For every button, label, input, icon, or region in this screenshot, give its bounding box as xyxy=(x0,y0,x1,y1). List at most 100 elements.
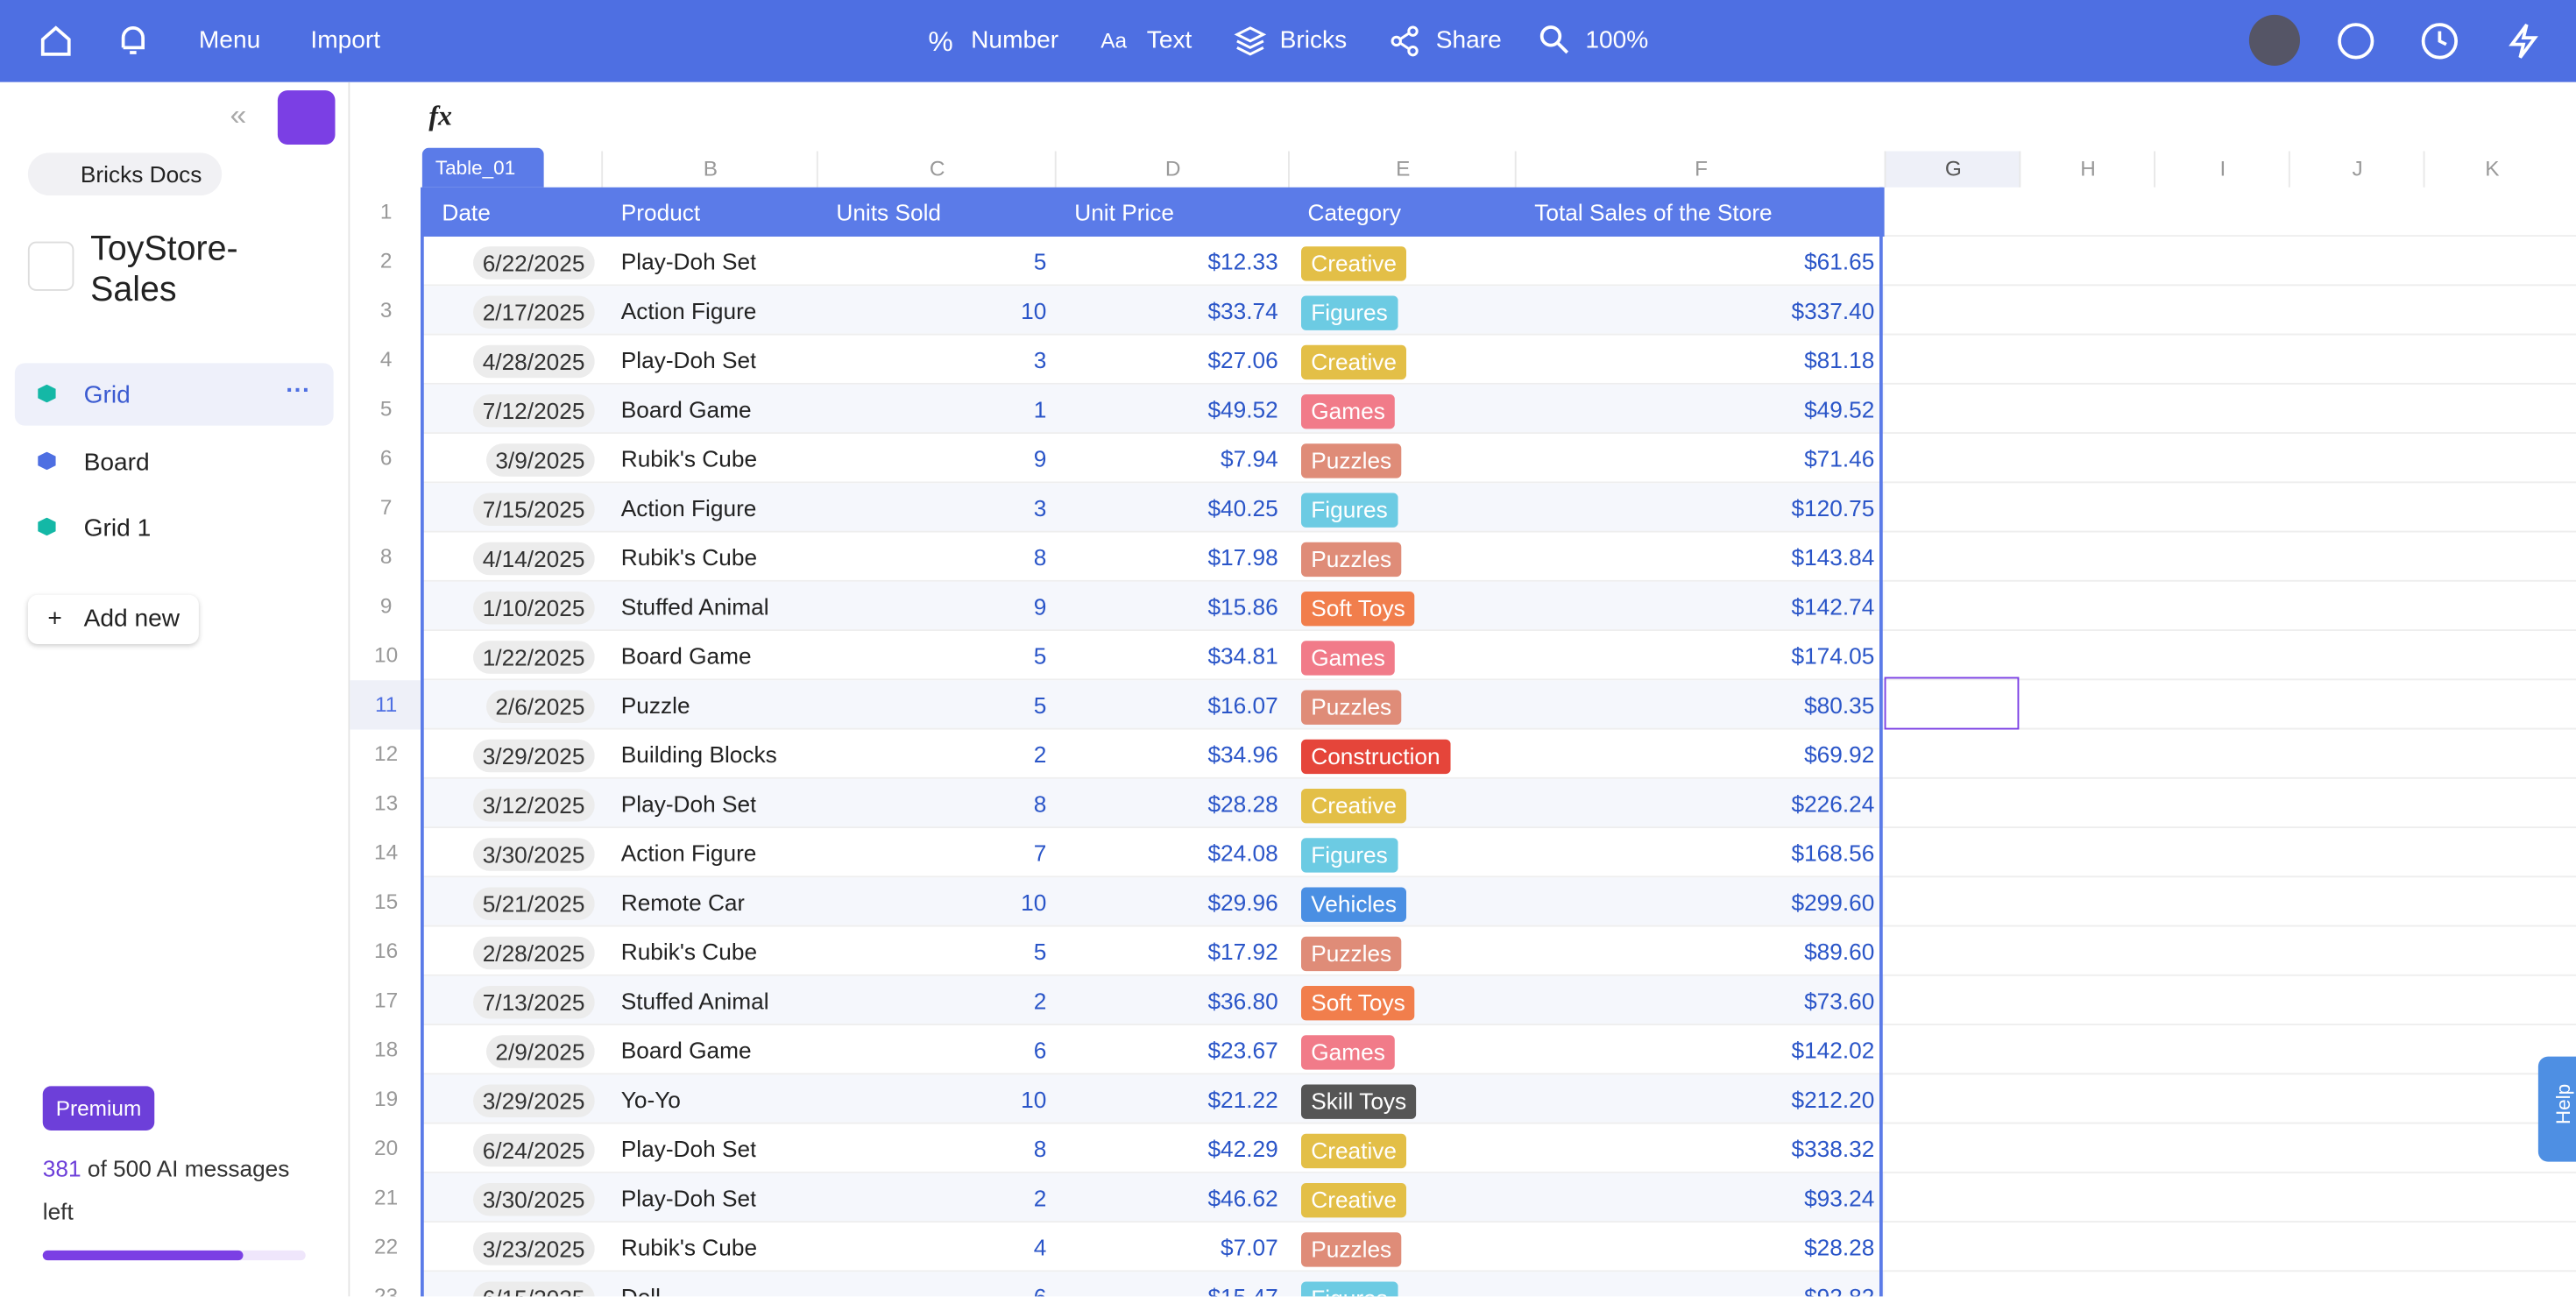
column-header[interactable]: Unit Price xyxy=(1074,198,1175,225)
date-value: 1/22/2025 xyxy=(472,641,595,675)
home-icon[interactable] xyxy=(39,25,73,58)
date-cell: 1/22/2025 xyxy=(422,631,595,680)
category-cell: Soft Toys xyxy=(1301,582,1415,631)
collapse-button[interactable]: « xyxy=(230,98,247,132)
table-tab[interactable]: Table_01 xyxy=(421,147,544,188)
date-cell: 1/10/2025 xyxy=(422,582,595,631)
category-cell: Puzzles xyxy=(1301,434,1402,483)
units-cell: 8 xyxy=(1033,790,1047,817)
total-cell: $61.65 xyxy=(1804,248,1875,275)
ai-button[interactable] xyxy=(277,90,336,145)
view-item[interactable]: Board xyxy=(15,430,334,493)
avatar[interactable] xyxy=(2248,14,2300,66)
category-tag: Games xyxy=(1301,1034,1396,1070)
premium-badge[interactable]: Premium xyxy=(42,1086,155,1130)
product-cell: Puzzle xyxy=(620,691,690,719)
category-tag: Creative xyxy=(1301,1133,1407,1168)
row-line xyxy=(421,1122,2576,1124)
product-cell: Board Game xyxy=(620,395,752,422)
bolt-icon[interactable] xyxy=(2507,21,2540,60)
chat-icon[interactable] xyxy=(2336,21,2375,60)
price-cell: $15.47 xyxy=(1207,1283,1278,1297)
row-bg xyxy=(421,384,1885,433)
row-number: 12 xyxy=(374,741,399,766)
price-cell: $7.94 xyxy=(1221,445,1278,472)
workspace[interactable]: Bricks Docs xyxy=(27,152,222,196)
category-tag: Puzzles xyxy=(1301,1231,1402,1267)
product-cell: Rubik's Cube xyxy=(620,938,758,965)
date-value: 3/23/2025 xyxy=(472,1232,595,1266)
selected-cell[interactable] xyxy=(1884,677,2020,730)
price-cell: $40.25 xyxy=(1207,494,1278,521)
product-cell: Stuffed Animal xyxy=(620,987,769,1014)
date-cell: 2/9/2025 xyxy=(422,1025,595,1074)
column-header[interactable]: Date xyxy=(442,198,491,225)
doc-title: ToyStore-Sales xyxy=(90,230,238,309)
product-cell: Stuffed Animal xyxy=(620,592,769,620)
column-header[interactable]: Category xyxy=(1307,198,1402,225)
more-button[interactable]: ··· xyxy=(286,376,311,405)
row-line xyxy=(421,1221,2576,1223)
date-value: 7/15/2025 xyxy=(472,493,595,527)
date-cell: 2/6/2025 xyxy=(422,680,595,729)
row-line xyxy=(421,727,2576,730)
column-header[interactable]: Units Sold xyxy=(836,198,942,225)
row-bg xyxy=(421,335,1885,383)
row-line xyxy=(421,1171,2576,1173)
row-line xyxy=(421,925,2576,927)
text-button[interactable]: Text xyxy=(1146,26,1192,54)
date-value: 4/28/2025 xyxy=(472,345,595,379)
bell-icon[interactable] xyxy=(118,25,148,58)
row-line xyxy=(421,530,2576,533)
date-value: 3/30/2025 xyxy=(472,838,595,872)
ai-progress-fill xyxy=(42,1250,244,1261)
category-cell: Puzzles xyxy=(1301,927,1402,976)
row-line xyxy=(421,875,2576,878)
bricks-button[interactable]: Bricks xyxy=(1279,26,1348,54)
history-icon[interactable] xyxy=(2420,21,2459,60)
row-line xyxy=(421,1270,2576,1272)
ai-progress xyxy=(42,1250,306,1261)
toolbar: Menu Import % Number Aa Text Bricks Shar… xyxy=(0,0,2576,82)
date-cell: 4/28/2025 xyxy=(422,336,595,385)
date-cell: 6/22/2025 xyxy=(422,237,595,286)
total-cell: $143.84 xyxy=(1791,543,1875,571)
zoom-level[interactable]: 100% xyxy=(1585,26,1649,54)
share-icon xyxy=(1391,25,1419,57)
row-bg xyxy=(421,1025,1885,1074)
date-cell: 3/30/2025 xyxy=(422,1173,595,1223)
category-tag: Games xyxy=(1301,393,1396,429)
share-button[interactable]: Share xyxy=(1435,26,1502,54)
row-number: 5 xyxy=(379,395,393,421)
column-header[interactable]: Total Sales of the Store xyxy=(1534,198,1773,225)
ai-used: 381 xyxy=(42,1155,81,1182)
column-letter: J xyxy=(2288,151,2425,188)
add-label: Add new xyxy=(83,605,180,633)
help-tab[interactable]: Help xyxy=(2537,1056,2576,1162)
category-cell: Vehicles xyxy=(1301,877,1407,926)
ai-usage: 381 of 500 AI messages left xyxy=(43,1147,306,1233)
units-cell: 2 xyxy=(1033,741,1047,768)
category-cell: Construction xyxy=(1301,730,1450,779)
row-number: 11 xyxy=(350,680,422,730)
total-cell: $93.24 xyxy=(1804,1184,1875,1211)
import-button[interactable]: Import xyxy=(310,26,381,54)
row-line xyxy=(421,1073,2576,1075)
category-tag: Vehicles xyxy=(1301,887,1407,922)
view-item[interactable]: Grid ··· xyxy=(14,363,334,426)
price-cell: $21.22 xyxy=(1207,1086,1278,1113)
menu-button[interactable]: Menu xyxy=(198,26,261,54)
column-header[interactable]: Product xyxy=(620,198,701,225)
row-bg xyxy=(421,483,1885,531)
date-cell: 2/17/2025 xyxy=(422,286,595,335)
date-cell: 6/15/2025 xyxy=(422,1272,595,1297)
price-cell: $36.80 xyxy=(1207,987,1278,1014)
view-item[interactable]: Grid 1 xyxy=(15,496,334,558)
category-tag: Creative xyxy=(1301,344,1407,379)
product-cell: Board Game xyxy=(620,1037,752,1064)
number-button[interactable]: Number xyxy=(971,26,1059,54)
category-tag: Figures xyxy=(1301,493,1398,528)
units-cell: 2 xyxy=(1033,987,1047,1014)
add-view-button[interactable]: + Add new xyxy=(28,595,200,644)
price-cell: $29.96 xyxy=(1207,889,1278,916)
